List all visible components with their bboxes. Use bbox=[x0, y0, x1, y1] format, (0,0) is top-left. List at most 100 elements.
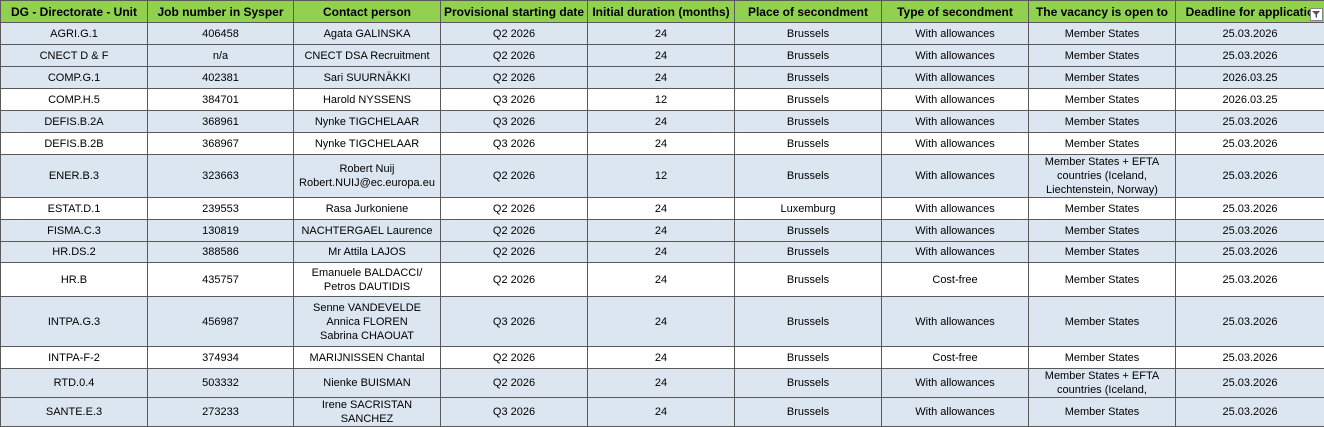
cell: MARIJNISSEN Chantal bbox=[294, 347, 441, 369]
cell: With allowances bbox=[882, 398, 1029, 427]
cell: 25.03.2026 bbox=[1176, 369, 1324, 398]
cell: 24 bbox=[588, 220, 735, 242]
cell: 24 bbox=[588, 242, 735, 263]
cell: FISMA.C.3 bbox=[1, 220, 148, 242]
cell: 374934 bbox=[148, 347, 294, 369]
cell: Q2 2026 bbox=[441, 220, 588, 242]
cell: Irene SACRISTAN SANCHEZ bbox=[294, 398, 441, 427]
cell: Brussels bbox=[735, 155, 882, 198]
cell: Brussels bbox=[735, 111, 882, 133]
cell: 2026.03.25 bbox=[1176, 89, 1324, 111]
cell: 25.03.2026 bbox=[1176, 198, 1324, 220]
cell: Q2 2026 bbox=[441, 155, 588, 198]
cell: 406458 bbox=[148, 23, 294, 45]
cell: 24 bbox=[588, 67, 735, 89]
cell: Brussels bbox=[735, 347, 882, 369]
cell: Q2 2026 bbox=[441, 67, 588, 89]
cell: 24 bbox=[588, 111, 735, 133]
cell: 24 bbox=[588, 45, 735, 67]
cell: Member States bbox=[1029, 347, 1176, 369]
cell: HR.DS.2 bbox=[1, 242, 148, 263]
cell: 24 bbox=[588, 23, 735, 45]
cell: Agata GALINSKA bbox=[294, 23, 441, 45]
cell: 24 bbox=[588, 198, 735, 220]
cell: Robert Nuij Robert.NUIJ@ec.europa.eu bbox=[294, 155, 441, 198]
cell: Member States bbox=[1029, 242, 1176, 263]
cell: Senne VANDEVELDE Annica FLOREN Sabrina C… bbox=[294, 297, 441, 347]
cell: Brussels bbox=[735, 220, 882, 242]
column-header: Job number in Sysper bbox=[148, 1, 294, 23]
cell: Brussels bbox=[735, 369, 882, 398]
cell: SANTE.E.3 bbox=[1, 398, 148, 427]
cell: 456987 bbox=[148, 297, 294, 347]
cell: Member States bbox=[1029, 67, 1176, 89]
cell: Brussels bbox=[735, 67, 882, 89]
cell: Q2 2026 bbox=[441, 242, 588, 263]
cell: 130819 bbox=[148, 220, 294, 242]
cell: Harold NYSSENS bbox=[294, 89, 441, 111]
cell: Member States bbox=[1029, 263, 1176, 297]
cell: 368961 bbox=[148, 111, 294, 133]
cell: RTD.0.4 bbox=[1, 369, 148, 398]
cell: Q2 2026 bbox=[441, 198, 588, 220]
column-header: The vacancy is open to bbox=[1029, 1, 1176, 23]
cell: Q3 2026 bbox=[441, 133, 588, 155]
cell: With allowances bbox=[882, 369, 1029, 398]
cell: 25.03.2026 bbox=[1176, 263, 1324, 297]
cell: Q3 2026 bbox=[441, 111, 588, 133]
cell: 368967 bbox=[148, 133, 294, 155]
cell: Brussels bbox=[735, 398, 882, 427]
cell: 25.03.2026 bbox=[1176, 133, 1324, 155]
cell: COMP.G.1 bbox=[1, 67, 148, 89]
cell: Brussels bbox=[735, 133, 882, 155]
cell: Member States bbox=[1029, 220, 1176, 242]
filter-button[interactable] bbox=[1310, 8, 1323, 21]
cell: 323663 bbox=[148, 155, 294, 198]
cell: CNECT DSA Recruitment bbox=[294, 45, 441, 67]
cell: With allowances bbox=[882, 155, 1029, 198]
cell: With allowances bbox=[882, 297, 1029, 347]
column-header: Provisional starting date bbox=[441, 1, 588, 23]
column-header: Initial duration (months) bbox=[588, 1, 735, 23]
cell: With allowances bbox=[882, 220, 1029, 242]
cell: Q2 2026 bbox=[441, 347, 588, 369]
cell: Brussels bbox=[735, 242, 882, 263]
cell: 25.03.2026 bbox=[1176, 155, 1324, 198]
cell: 25.03.2026 bbox=[1176, 297, 1324, 347]
cell: Member States + EFTA countries (Iceland,… bbox=[1029, 155, 1176, 198]
cell: Q3 2026 bbox=[441, 89, 588, 111]
cell: 25.03.2026 bbox=[1176, 45, 1324, 67]
cell: COMP.H.5 bbox=[1, 89, 148, 111]
cell: Member States bbox=[1029, 45, 1176, 67]
cell: Q2 2026 bbox=[441, 45, 588, 67]
cell: Member States bbox=[1029, 297, 1176, 347]
cell: Brussels bbox=[735, 45, 882, 67]
cell: 25.03.2026 bbox=[1176, 220, 1324, 242]
cell: With allowances bbox=[882, 45, 1029, 67]
cell: Nynke TIGCHELAAR bbox=[294, 111, 441, 133]
cell: 384701 bbox=[148, 89, 294, 111]
cell: 2026.03.25 bbox=[1176, 67, 1324, 89]
cell: Luxemburg bbox=[735, 198, 882, 220]
cell: 239553 bbox=[148, 198, 294, 220]
cell: Q2 2026 bbox=[441, 263, 588, 297]
cell: 12 bbox=[588, 155, 735, 198]
cell: 24 bbox=[588, 297, 735, 347]
cell: 388586 bbox=[148, 242, 294, 263]
